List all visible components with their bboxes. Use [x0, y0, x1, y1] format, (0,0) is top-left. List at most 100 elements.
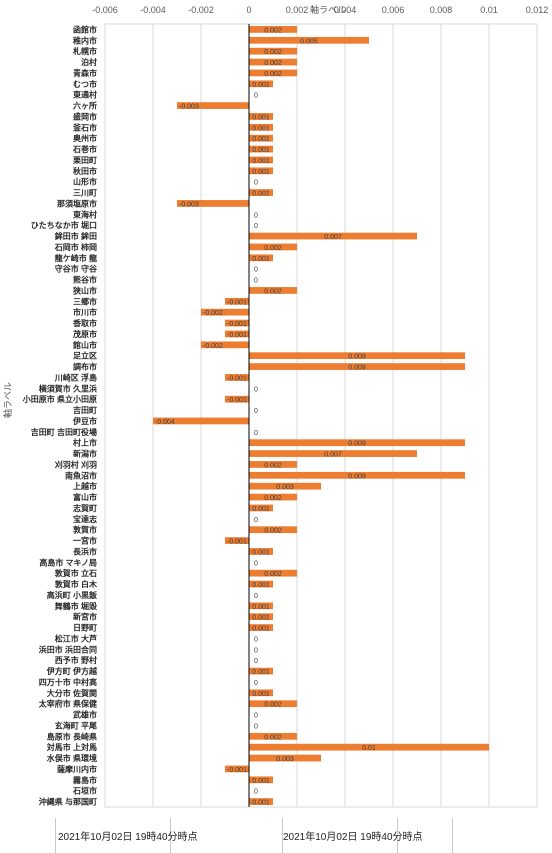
category-label: 太宰府市 県保健: [38, 699, 97, 709]
category-label: 守谷市 守谷: [55, 264, 98, 274]
category-label: 那須塩原市: [57, 198, 97, 208]
bar: [249, 798, 273, 805]
data-label: 0.001: [252, 691, 270, 698]
bar: [249, 69, 297, 77]
category-label: 吉田町: [73, 405, 97, 415]
category-label: 函館市: [73, 24, 97, 34]
bar: [249, 613, 273, 621]
data-label: 0.009: [348, 441, 366, 448]
bar: [225, 297, 249, 305]
category-label: ひたちなか市 堀口: [31, 220, 97, 230]
bar: [249, 548, 273, 555]
x-axis-title: 軸ラベル: [310, 4, 346, 15]
bar: [249, 743, 489, 751]
data-label: 0: [254, 223, 258, 230]
category-label: 秋田市: [72, 166, 97, 176]
category-label: 青森市: [73, 68, 97, 78]
bar: [249, 352, 465, 360]
category-label: 釜石市: [72, 122, 97, 132]
data-label: 0.001: [252, 506, 270, 513]
category-label: 西予市 野村: [55, 655, 97, 665]
bar: [249, 287, 297, 294]
data-label: 0: [254, 647, 258, 654]
category-label: 新宮市: [73, 612, 97, 622]
bar: [249, 471, 465, 479]
category-label: 狭山市: [72, 285, 97, 295]
x-tick-label: 0.012: [526, 5, 549, 15]
data-label: 0: [254, 93, 258, 100]
category-label: 札幌市: [72, 46, 97, 56]
category-label: 奥州市: [72, 133, 97, 143]
bar: [249, 526, 297, 534]
category-label: 川崎区 浮島: [54, 372, 97, 382]
data-label: 0.002: [264, 571, 282, 578]
data-label: -0.004: [155, 419, 175, 426]
data-label: 0.001: [252, 114, 270, 121]
bar: [249, 776, 273, 784]
data-label: 0: [254, 180, 258, 187]
data-label: -0.003: [179, 104, 199, 111]
data-label: -0.001: [227, 767, 247, 774]
category-label: 沖縄県 与那国町: [39, 797, 97, 807]
bar: [249, 439, 465, 447]
data-label: 0: [254, 517, 258, 524]
category-label: 日野町: [73, 624, 97, 633]
category-label: 石岡市 柿岡: [54, 242, 97, 252]
footer-cell: [170, 818, 282, 853]
x-tick-label: 0: [246, 5, 251, 15]
bar: [249, 602, 273, 610]
bar: [225, 395, 249, 403]
bar: [249, 123, 273, 131]
bar: [153, 417, 249, 425]
data-label: 0: [254, 713, 258, 720]
data-label: 0.001: [252, 136, 270, 143]
plot-area: [104, 23, 538, 808]
category-label: 上越市: [73, 481, 97, 491]
bar: [249, 145, 273, 153]
category-label: 泊村: [81, 57, 97, 67]
data-label: 0: [254, 386, 258, 393]
data-label: 0.001: [252, 169, 270, 176]
category-label: 島原市 長崎県: [47, 731, 97, 741]
data-label: 0.009: [348, 365, 366, 372]
bar: [225, 765, 249, 773]
data-label: 0.002: [264, 734, 282, 741]
data-label: 0.001: [252, 191, 270, 198]
footer-cell: [452, 818, 552, 853]
category-label: 一宮市: [73, 536, 97, 546]
category-label: 三川町: [73, 189, 97, 198]
data-label: -0.003: [179, 201, 199, 208]
data-label: -0.001: [227, 332, 247, 339]
category-label: 高浜町 小黒飯: [47, 590, 97, 600]
footer-cell: [282, 818, 397, 853]
category-label: むつ市: [73, 79, 97, 89]
data-label: 0: [254, 636, 258, 643]
category-label: 龍ケ崎市 龍: [55, 253, 97, 263]
category-label: 志賀町: [73, 503, 97, 513]
category-label: 鉾田市 鉾田: [55, 231, 97, 241]
category-label: 六ヶ所: [73, 101, 97, 111]
data-label: 0.001: [252, 147, 270, 154]
data-label: 0: [254, 408, 258, 415]
category-label: 霧島市: [72, 775, 97, 785]
category-label: 松江市 大芦: [55, 633, 97, 643]
data-label: 0.002: [264, 288, 282, 295]
category-label: 南魚沼市: [65, 470, 97, 480]
category-label: 武雄市: [73, 710, 97, 720]
category-label: 市川市: [73, 307, 97, 317]
x-tick-label: 0.008: [430, 5, 453, 15]
category-label: 足立区: [73, 351, 97, 361]
category-label: 館山市: [72, 340, 97, 350]
category-label: 薩摩川内市: [57, 764, 97, 774]
data-label: 0.001: [252, 256, 270, 263]
bar: [249, 754, 321, 762]
bar: [225, 330, 249, 338]
category-label: 富山市: [73, 492, 97, 502]
data-label: 0.003: [276, 756, 294, 763]
data-label: 0.001: [252, 549, 270, 556]
category-label: 水俣市 県環境: [46, 753, 97, 763]
bar-chart: 軸ラベル 軸ラベル -0.006 -0.004 -0.002 0 0.002 0.004 0…: [2, 4, 549, 808]
bar: [249, 504, 273, 512]
bar: [177, 200, 249, 207]
bar: [249, 363, 465, 370]
